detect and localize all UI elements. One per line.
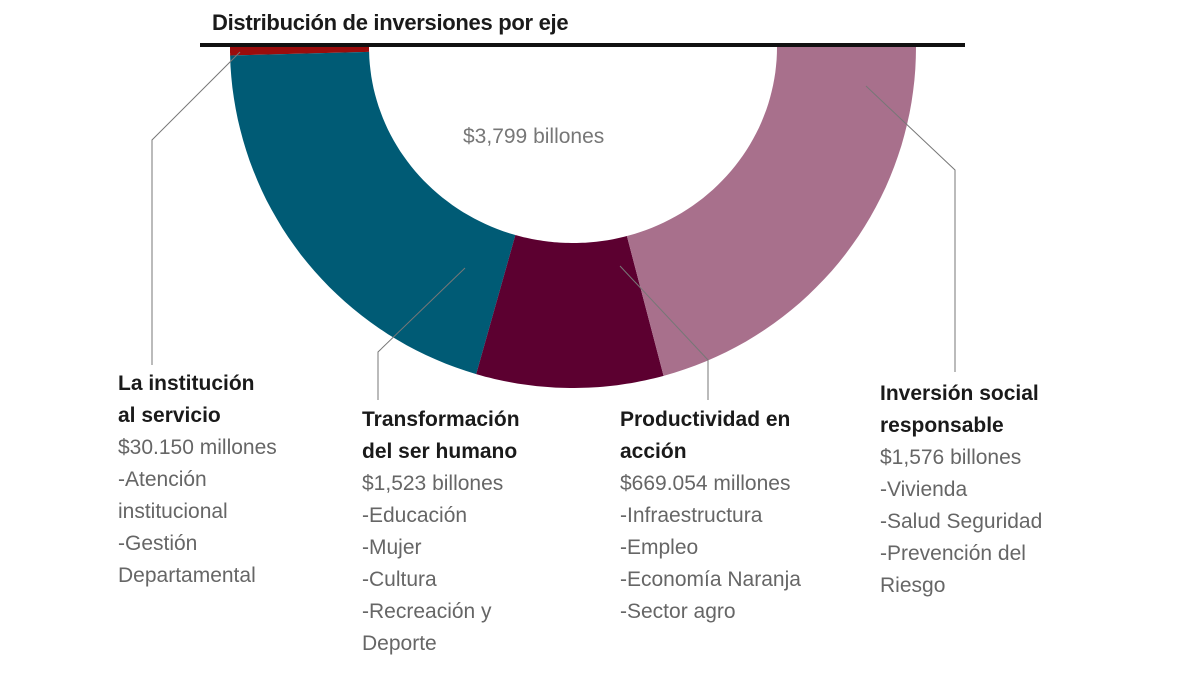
donut-segment: [230, 51, 516, 375]
segment-item: -Gestión Departamental: [118, 532, 256, 587]
leader-line: [619, 265, 709, 400]
segment-amount: $30.150 millones: [118, 436, 277, 459]
segment-amount: $1,523 billones: [362, 472, 504, 495]
segment-item: -Empleo: [620, 536, 699, 559]
donut-segment: [626, 47, 916, 376]
donut-segment: [476, 235, 664, 388]
segment-item: -Infraestructura: [620, 504, 763, 527]
segment-item: -Prevención del Riesgo: [880, 542, 1026, 597]
chart-title: Distribución de inversiones por eje: [212, 10, 569, 35]
segment-label: Productividad en acción $669.054 millone…: [620, 404, 870, 628]
segment-item: -Vivienda: [880, 478, 968, 501]
center-total-label: $3,799 billones: [463, 125, 605, 148]
segment-item: -Recreación y Deporte: [362, 600, 492, 655]
segment-amount: $1,576 billones: [880, 446, 1022, 469]
segment-name: La institución al servicio: [118, 372, 255, 427]
segment-label: Inversión social responsable $1,576 bill…: [880, 378, 1070, 602]
segment-item: -Cultura: [362, 568, 437, 591]
segment-label: La institución al servicio $30.150 millo…: [118, 368, 318, 592]
segment-name: Inversión social responsable: [880, 382, 1039, 437]
segment-item: -Educación: [362, 504, 468, 527]
segment-item: -Sector agro: [620, 600, 736, 623]
donut-segment: [230, 47, 370, 56]
segment-item: -Atención institucional: [118, 468, 228, 523]
segment-item: -Economía Naranja: [620, 568, 801, 591]
segment-label: Transformación del ser humano $1,523 bil…: [362, 404, 562, 660]
segment-item: -Salud Seguridad: [880, 510, 1043, 533]
leader-line: [151, 51, 241, 365]
segment-name: Productividad en acción: [620, 408, 791, 463]
segment-item: -Mujer: [362, 536, 422, 559]
segment-amount: $669.054 millones: [620, 472, 791, 495]
leader-line: [865, 85, 956, 372]
segment-name: Transformación del ser humano: [362, 408, 520, 463]
leader-line: [377, 267, 466, 400]
